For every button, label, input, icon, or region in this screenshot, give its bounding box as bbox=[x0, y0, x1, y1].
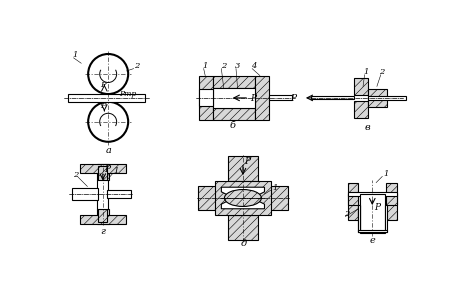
Bar bbox=[198, 186, 223, 210]
Bar bbox=[347, 194, 358, 205]
Text: д: д bbox=[241, 239, 247, 248]
Bar bbox=[347, 192, 397, 197]
Text: 2: 2 bbox=[379, 68, 384, 76]
Text: P: P bbox=[290, 94, 296, 103]
Bar bbox=[263, 186, 288, 210]
Bar bbox=[368, 89, 387, 107]
Bar bbox=[97, 179, 108, 209]
Text: 2: 2 bbox=[134, 62, 140, 70]
Bar bbox=[368, 96, 406, 100]
Bar bbox=[354, 101, 368, 118]
Text: P: P bbox=[100, 102, 105, 110]
Bar bbox=[347, 183, 358, 194]
Bar bbox=[358, 205, 360, 232]
Text: б: б bbox=[230, 121, 236, 130]
Bar bbox=[311, 96, 354, 99]
Bar bbox=[358, 230, 387, 232]
Text: 3: 3 bbox=[235, 62, 241, 70]
Text: 1: 1 bbox=[383, 170, 388, 178]
Text: 1: 1 bbox=[72, 51, 77, 59]
Bar bbox=[215, 181, 271, 215]
Text: P: P bbox=[250, 94, 256, 103]
Bar bbox=[72, 188, 98, 200]
Bar bbox=[97, 209, 109, 224]
Bar bbox=[199, 75, 213, 120]
Text: в: в bbox=[365, 123, 370, 132]
Text: P: P bbox=[245, 157, 250, 166]
Text: 1: 1 bbox=[203, 62, 208, 70]
Bar bbox=[68, 94, 145, 102]
Text: г: г bbox=[100, 227, 105, 236]
Bar bbox=[98, 205, 108, 222]
Circle shape bbox=[88, 54, 128, 94]
Bar bbox=[255, 75, 269, 120]
Bar bbox=[80, 215, 126, 224]
Text: Pтр: Pтр bbox=[119, 90, 136, 98]
Text: 2: 2 bbox=[220, 62, 226, 70]
Bar bbox=[386, 194, 397, 205]
Bar bbox=[360, 194, 384, 233]
Text: е: е bbox=[370, 237, 376, 245]
Bar bbox=[386, 194, 397, 220]
Bar bbox=[358, 205, 360, 232]
Bar bbox=[228, 156, 258, 181]
Bar bbox=[213, 108, 255, 120]
Bar bbox=[269, 95, 292, 100]
Text: 4: 4 bbox=[251, 62, 257, 70]
Bar bbox=[80, 164, 126, 173]
Circle shape bbox=[88, 102, 128, 142]
Text: 1: 1 bbox=[364, 68, 369, 76]
Bar bbox=[386, 183, 397, 194]
Bar bbox=[213, 88, 255, 108]
Polygon shape bbox=[221, 187, 264, 209]
Bar bbox=[213, 75, 255, 88]
Text: 2: 2 bbox=[344, 210, 349, 218]
Ellipse shape bbox=[225, 189, 261, 206]
Text: 1: 1 bbox=[114, 167, 119, 175]
Text: а: а bbox=[106, 146, 112, 155]
Text: P: P bbox=[104, 165, 110, 174]
Text: P: P bbox=[374, 202, 381, 212]
Bar bbox=[354, 78, 368, 95]
Bar bbox=[97, 164, 109, 179]
Bar bbox=[108, 190, 130, 198]
Bar bbox=[228, 215, 258, 239]
Bar bbox=[384, 205, 387, 232]
Bar bbox=[347, 194, 358, 220]
Text: 2: 2 bbox=[73, 171, 79, 179]
Bar bbox=[199, 89, 213, 106]
Text: P: P bbox=[100, 81, 105, 89]
Text: 1: 1 bbox=[272, 184, 278, 192]
Bar bbox=[98, 166, 108, 183]
